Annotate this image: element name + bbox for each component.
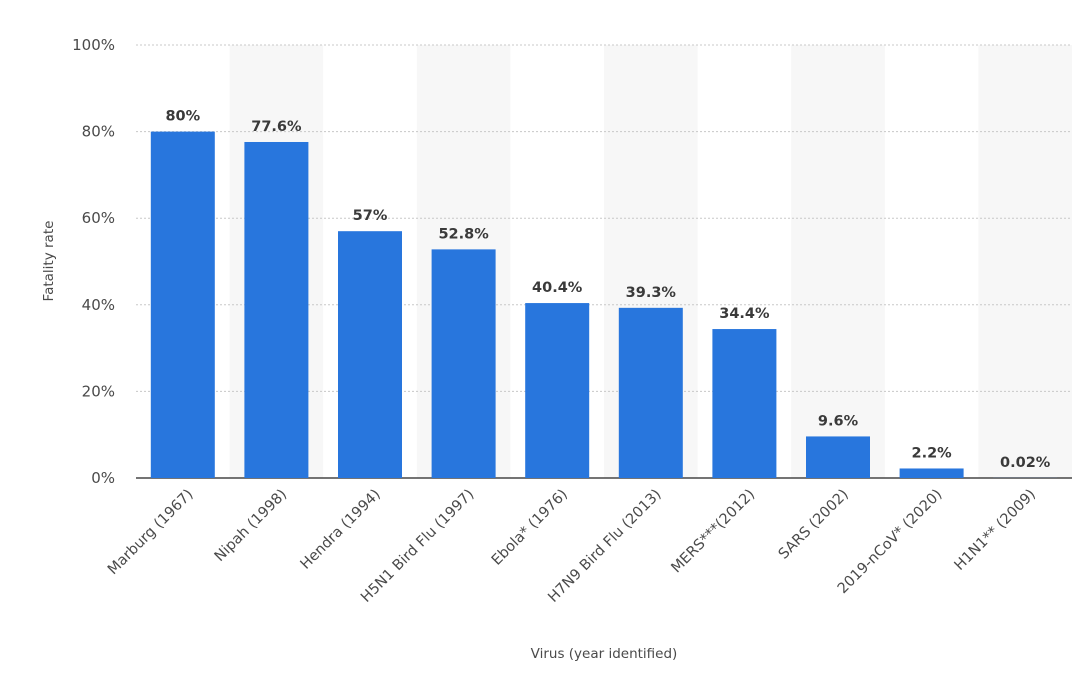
y-tick-label: 60%	[82, 209, 115, 227]
bar	[806, 436, 870, 478]
bar	[150, 131, 215, 478]
y-axis-ticks: 0% 20% 40% 60% 80% 100%	[72, 36, 115, 487]
y-tick-label: 40%	[82, 296, 115, 314]
bar	[431, 249, 496, 478]
value-label: 34.4%	[719, 306, 770, 322]
x-tick-label: Marburg (1967)	[105, 487, 197, 579]
bar	[712, 329, 777, 478]
y-tick-label: 100%	[72, 36, 115, 54]
background-band	[791, 45, 885, 478]
bar	[525, 303, 590, 478]
x-tick-label: MERS***(2012)	[668, 487, 758, 577]
x-axis-title: Virus (year identified)	[531, 646, 678, 662]
x-tick-label: SARS (2002)	[776, 487, 852, 563]
value-label: 52.8%	[438, 226, 489, 242]
value-label: 40.4%	[532, 280, 583, 296]
value-label: 9.6%	[818, 413, 859, 429]
bar	[338, 231, 402, 478]
bars	[150, 131, 1058, 478]
x-tick-label: Nipah (1998)	[212, 487, 290, 565]
y-axis-title: Fatality rate	[41, 221, 57, 302]
background-band	[978, 45, 1072, 478]
y-tick-label: 0%	[91, 469, 115, 487]
bar	[899, 468, 964, 478]
value-label: 0.02%	[1000, 455, 1051, 471]
value-labels: 80% 77.6% 57% 52.8% 40.4% 39.3% 34.4% 9.6% 2.2% 0…	[165, 109, 1050, 471]
x-tick-label: Ebola* (1976)	[489, 487, 571, 569]
x-tick-label: Hendra (1994)	[298, 487, 384, 573]
y-tick-label: 80%	[82, 123, 115, 141]
bar	[618, 307, 683, 478]
value-label: 57%	[353, 208, 388, 224]
value-label: 39.3%	[626, 285, 677, 301]
value-label: 80%	[165, 109, 200, 125]
y-tick-label: 20%	[82, 382, 115, 400]
value-label: 2.2%	[911, 445, 952, 461]
bar	[244, 141, 309, 478]
x-tick-label: H1N1** (2009)	[952, 487, 1039, 574]
x-tick-label: 2019-nCoV* (2020)	[835, 487, 946, 598]
x-axis-ticks: Marburg (1967) Nipah (1998) Hendra (1994) H…	[105, 487, 1039, 606]
value-label: 77.6%	[251, 119, 302, 135]
